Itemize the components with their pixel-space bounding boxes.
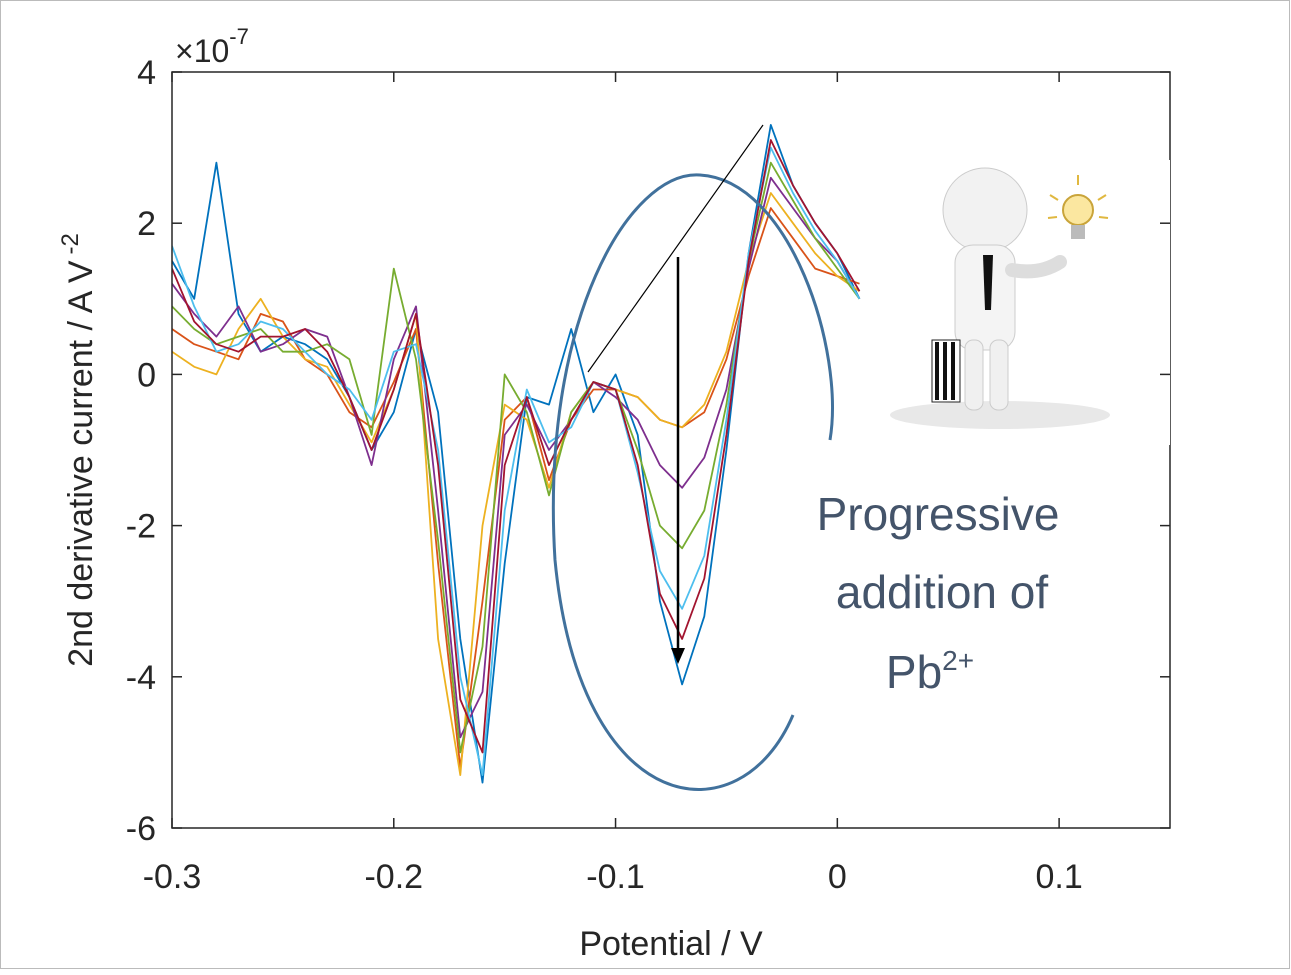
y-tick-label: 4 xyxy=(137,54,156,92)
x-axis-label: Potential / V xyxy=(579,925,763,963)
x-tick-label: 0 xyxy=(828,858,847,896)
illustration xyxy=(868,160,1170,445)
y-axis-label: 2nd derivative current / A V -2 xyxy=(57,233,100,667)
y-tick-label: 2 xyxy=(137,205,156,243)
y-tick-label: 0 xyxy=(137,356,156,394)
y-multiplier: ×10-7 xyxy=(175,24,249,69)
plot-lines xyxy=(172,124,861,784)
x-tick-label: -0.1 xyxy=(586,858,645,896)
series-line xyxy=(172,146,861,776)
y-axis-label-text: 2nd derivative current / A V xyxy=(62,260,100,667)
arrow-head xyxy=(671,648,685,664)
annotation-line: addition of xyxy=(836,566,1048,618)
annotation-part: Pb xyxy=(886,646,942,698)
annotation-line: Progressive xyxy=(817,488,1060,540)
y-tick-label: -2 xyxy=(126,508,156,546)
annotation-text: Progressive addition of Pb2+ xyxy=(817,488,1060,698)
annotation-line: Pb2+ xyxy=(886,645,974,698)
guide-line xyxy=(587,124,764,373)
y-multiplier-base: ×10 xyxy=(175,33,229,69)
axes-box xyxy=(171,71,1171,829)
y-axis-label-exponent: -2 xyxy=(57,233,84,254)
annotation-superscript: 2+ xyxy=(942,645,974,676)
x-tick-label: -0.3 xyxy=(143,858,202,896)
y-tick-label: -4 xyxy=(126,659,156,697)
y-tick-label: -6 xyxy=(126,810,156,848)
series-line xyxy=(172,139,861,754)
ellipse-annotation xyxy=(551,173,834,791)
x-tick-label: 0.1 xyxy=(1035,858,1082,896)
x-tick-label: -0.2 xyxy=(364,858,423,896)
y-multiplier-exponent: -7 xyxy=(229,24,249,49)
